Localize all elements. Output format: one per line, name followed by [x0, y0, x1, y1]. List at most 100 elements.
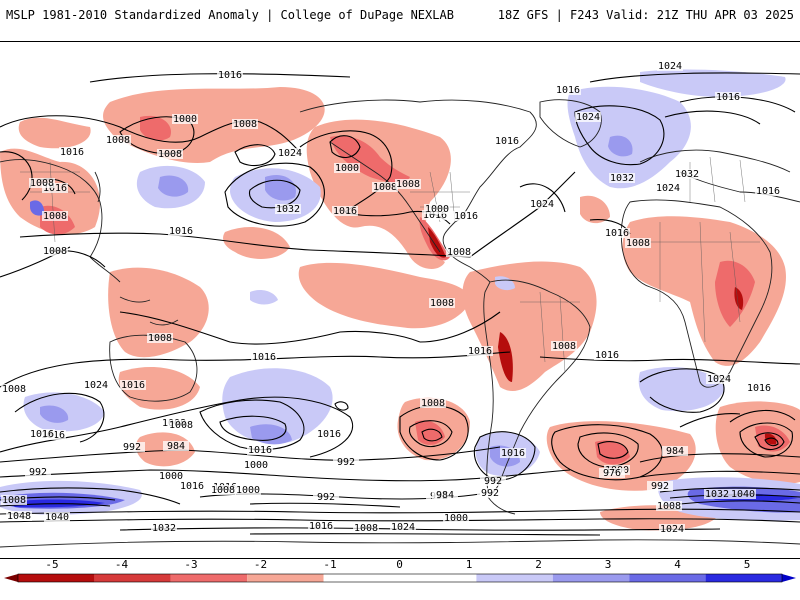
- contour-label-bg: [119, 442, 145, 452]
- contour-label-bg: [353, 523, 379, 533]
- colorbar-tick-label: 5: [743, 558, 751, 571]
- isobar: [89, 73, 351, 83]
- anomaly-core: [250, 424, 292, 445]
- contour-label-bg: [105, 135, 131, 145]
- colorbar-bin: [705, 574, 782, 582]
- contour-label: 1024: [278, 148, 302, 159]
- coastline: [299, 99, 537, 283]
- contour-label-bg: [42, 211, 68, 221]
- isobar: [639, 453, 800, 463]
- contour-label: 1016: [248, 445, 272, 456]
- isobar: [299, 130, 393, 213]
- anomaly-core: [158, 175, 189, 197]
- isobar: [0, 115, 301, 153]
- contour-label-bg: [217, 70, 243, 80]
- anomaly-blob: [222, 368, 333, 444]
- isobar: [199, 399, 305, 451]
- contour-label-bg: [657, 61, 683, 71]
- isobar: [224, 162, 325, 227]
- anomaly-blob: [580, 195, 610, 224]
- contour-label: 1016: [495, 136, 519, 147]
- colorbar-bin: [629, 574, 706, 582]
- contour-label-bg: [555, 85, 581, 95]
- contour-label: 1016: [595, 350, 619, 361]
- contour-label: 1024: [656, 183, 680, 194]
- anomaly-extreme: [498, 332, 513, 382]
- contour-label: 1016: [423, 210, 447, 221]
- coastline: [119, 296, 151, 303]
- contour-label: 1000: [425, 204, 449, 215]
- contour-label: 1000: [335, 163, 359, 174]
- contour-label-bg: [746, 383, 772, 393]
- contour-label: 1000: [236, 485, 260, 496]
- contour-label: 992: [481, 488, 499, 499]
- isobar: [577, 432, 639, 468]
- isobar: [639, 470, 800, 478]
- isobar: [249, 533, 601, 536]
- anomaly-blob: [223, 227, 290, 259]
- contour-label: 1048: [7, 511, 31, 522]
- contour-label-bg: [277, 148, 303, 158]
- isobar: [19, 232, 471, 258]
- contour-label-bg: [308, 521, 334, 531]
- colorbar-tick-label: 3: [604, 558, 612, 571]
- isobar: [329, 135, 361, 158]
- contour-label-bg: [609, 173, 635, 183]
- isobar: [119, 311, 421, 345]
- contour-label-bg: [243, 460, 269, 470]
- contour-label-bg: [647, 481, 673, 491]
- isobar: [589, 72, 800, 83]
- contour-label: 1000: [444, 513, 468, 524]
- anomaly-extreme: [764, 433, 777, 445]
- colorbar-bin: [323, 574, 400, 582]
- contour-label: 1008: [396, 179, 420, 190]
- anomaly-core: [595, 440, 630, 465]
- contour-label: 1032: [675, 169, 699, 180]
- colorbar-tick-label: 2: [535, 558, 542, 571]
- coastline: [679, 171, 800, 203]
- colorbar-bin: [18, 574, 95, 582]
- contour-label-bg: [235, 485, 261, 495]
- contour-label: 1008: [43, 211, 67, 222]
- contour-label-bg: [83, 380, 109, 390]
- colorbar-bin: [552, 574, 630, 582]
- coastline: [89, 256, 121, 283]
- isobar: [519, 183, 566, 213]
- contour-label-bg: [316, 429, 342, 439]
- isobar: [0, 503, 111, 507]
- colorbar-svg: [4, 573, 796, 583]
- contour-label-bg: [655, 183, 681, 193]
- contour-label-bg: [715, 92, 741, 102]
- anomaly-core: [30, 200, 45, 216]
- isobar: [419, 311, 501, 343]
- contour-label-bg: [179, 481, 205, 491]
- contour-label: 1016: [309, 521, 333, 532]
- isobar: [664, 110, 761, 125]
- isobar: [234, 144, 276, 167]
- contour-label: 1008: [211, 485, 235, 496]
- anomaly-core: [415, 420, 445, 445]
- isobar: [119, 116, 195, 155]
- contour-label-bg: [147, 333, 173, 343]
- colorbar-tick-label: 4: [674, 558, 681, 571]
- isobar: [539, 356, 800, 365]
- colorbar-right-arrow: [782, 574, 796, 582]
- anomaly-blob: [108, 267, 209, 358]
- border: [520, 291, 580, 373]
- contour-label: 1016: [756, 186, 780, 197]
- coastline: [149, 319, 179, 326]
- contour-label: 992: [123, 442, 141, 453]
- contour-label: 984: [167, 441, 185, 452]
- isobar: [679, 413, 741, 428]
- isobar: [639, 368, 725, 413]
- colorbar-tick-label: -1: [323, 558, 337, 571]
- contour-label-bg: [706, 374, 732, 384]
- map-title: MSLP 1981-2010 Standardized Anomaly | Co…: [6, 8, 454, 22]
- colorbar-bin: [94, 574, 171, 582]
- contour-label-bg: [446, 247, 472, 257]
- contour-label: 1008: [158, 149, 182, 160]
- isobar: [334, 401, 349, 411]
- contour-label: 1016: [180, 481, 204, 492]
- contour-label-bg: [432, 490, 458, 500]
- isobar: [0, 487, 181, 505]
